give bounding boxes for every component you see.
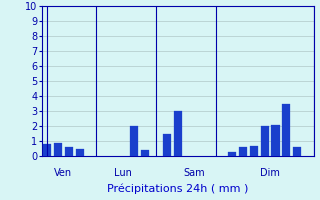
Bar bbox=[228, 152, 236, 156]
Bar bbox=[271, 124, 280, 156]
Text: Dim: Dim bbox=[260, 168, 280, 178]
Bar bbox=[282, 104, 291, 156]
Bar bbox=[239, 147, 247, 156]
Bar bbox=[65, 147, 73, 156]
Text: Lun: Lun bbox=[114, 168, 132, 178]
Text: Sam: Sam bbox=[183, 168, 205, 178]
Bar bbox=[250, 146, 258, 156]
Bar bbox=[173, 111, 182, 156]
Text: Précipitations 24h ( mm ): Précipitations 24h ( mm ) bbox=[107, 183, 248, 194]
Bar bbox=[43, 144, 51, 156]
Bar bbox=[76, 148, 84, 156]
Bar bbox=[130, 126, 138, 156]
Bar bbox=[293, 147, 301, 156]
Bar bbox=[260, 126, 269, 156]
Bar bbox=[54, 142, 62, 156]
Bar bbox=[141, 150, 149, 156]
Text: Ven: Ven bbox=[54, 168, 72, 178]
Bar bbox=[163, 134, 171, 156]
